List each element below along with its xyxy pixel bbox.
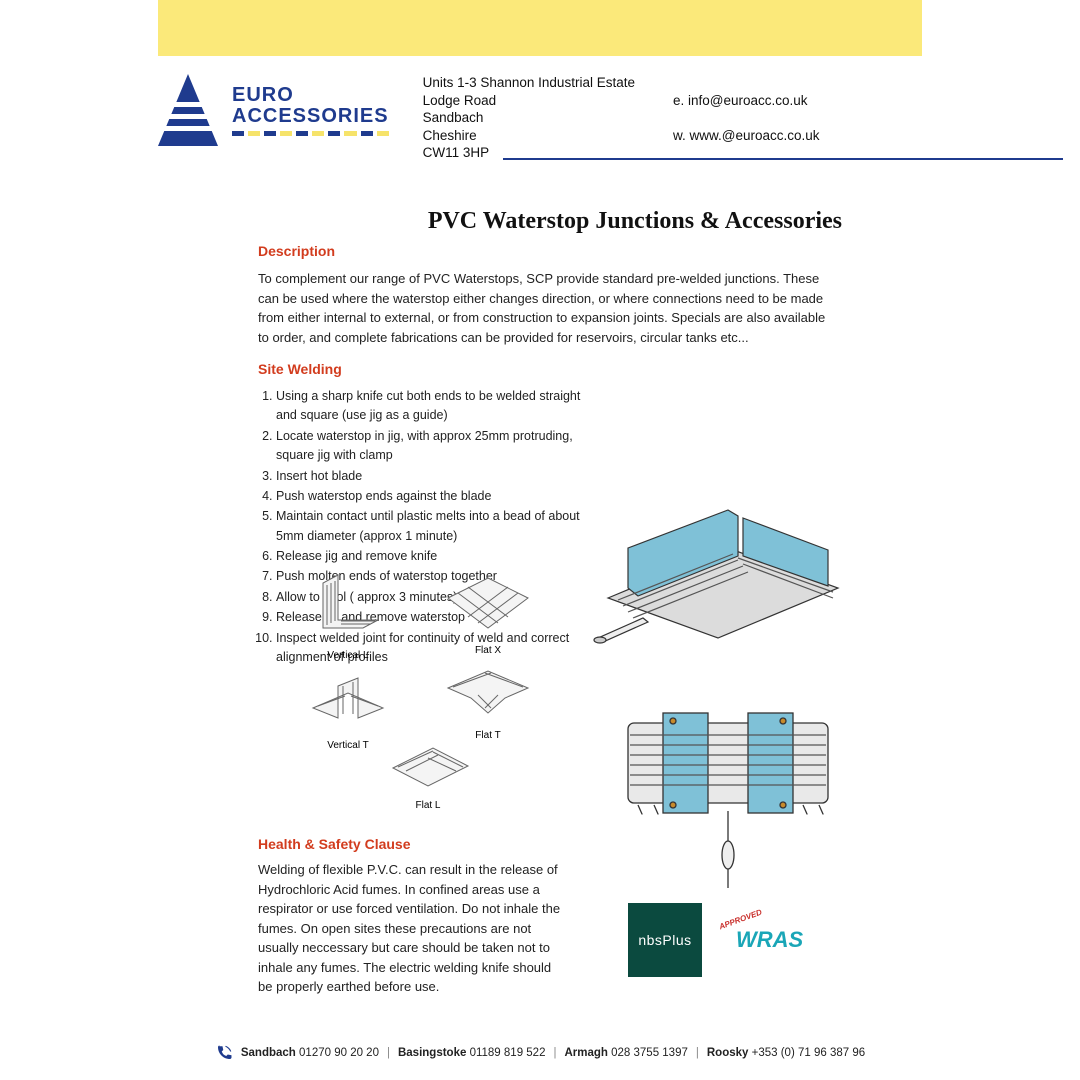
brand-line-1: EURO [232, 85, 389, 106]
site-welding-heading: Site Welding [258, 361, 898, 377]
step-item: Insert hot blade [276, 467, 598, 486]
junction-label: Flat X [433, 645, 543, 656]
flat-l-icon [378, 738, 478, 793]
letterhead: EURO ACCESSORIES Units 1-3 Shannon Indus… [158, 56, 922, 162]
separator: | [387, 1047, 390, 1059]
brand-line-2: ACCESSORIES [232, 106, 389, 127]
description-body: To complement our range of PVC Waterstop… [258, 269, 838, 347]
footer-location: Basingstoke 01189 819 522 [398, 1047, 545, 1059]
vertical-t-icon [303, 668, 393, 733]
vertical-l-icon [303, 573, 393, 643]
step-item: Using a sharp knife cut both ends to be … [276, 387, 598, 426]
junction-label: Vertical L [303, 650, 393, 661]
top-yellow-band [158, 0, 922, 56]
separator: | [696, 1047, 699, 1059]
contact-column: e. info@euroacc.co.uk w. www.@euroacc.co… [673, 74, 820, 162]
description-heading: Description [258, 243, 898, 259]
footer-location: Sandbach 01270 90 20 20 [241, 1047, 379, 1059]
phone-icon [215, 1044, 233, 1062]
footer-contacts: Sandbach 01270 90 20 20 | Basingstoke 01… [158, 1044, 922, 1062]
brand-bars-icon [232, 131, 389, 136]
step-item: Release jig and remove knife [276, 547, 598, 566]
wras-badge: APPROVED WRAS [736, 927, 803, 953]
separator: | [553, 1047, 556, 1059]
footer-location: Armagh 028 3755 1397 [564, 1047, 687, 1059]
flat-t-icon [433, 663, 543, 723]
step-item: Locate waterstop in jig, with approx 25m… [276, 427, 598, 466]
clamp-jig-illustration-icon [608, 683, 848, 893]
certification-logos: nbsPlus APPROVED WRAS [628, 903, 803, 977]
health-safety-body: Welding of flexible P.V.C. can result in… [258, 860, 568, 997]
flat-x-icon [433, 573, 543, 638]
logo-block: EURO ACCESSORIES [158, 74, 389, 146]
footer-location: Roosky +353 (0) 71 96 387 96 [707, 1047, 865, 1059]
nbs-plus-badge: nbsPlus [628, 903, 702, 977]
junction-label: Flat L [378, 800, 478, 811]
step-item: Maintain contact until plastic melts int… [276, 507, 598, 546]
address-column: Units 1-3 Shannon Industrial Estate Lodg… [423, 74, 635, 162]
welding-jig-illustration-icon [588, 488, 850, 658]
address-block: Units 1-3 Shannon Industrial Estate Lodg… [411, 74, 922, 162]
health-safety-heading: Health & Safety Clause [258, 836, 411, 852]
step-item: Push waterstop ends against the blade [276, 487, 598, 506]
document-title: PVC Waterstop Junctions & Accessories [258, 208, 842, 235]
junction-shapes-illustration: Vertical L Flat X Vertical T [293, 573, 583, 833]
header-divider [503, 158, 1063, 160]
triangle-logo-icon [158, 74, 218, 146]
